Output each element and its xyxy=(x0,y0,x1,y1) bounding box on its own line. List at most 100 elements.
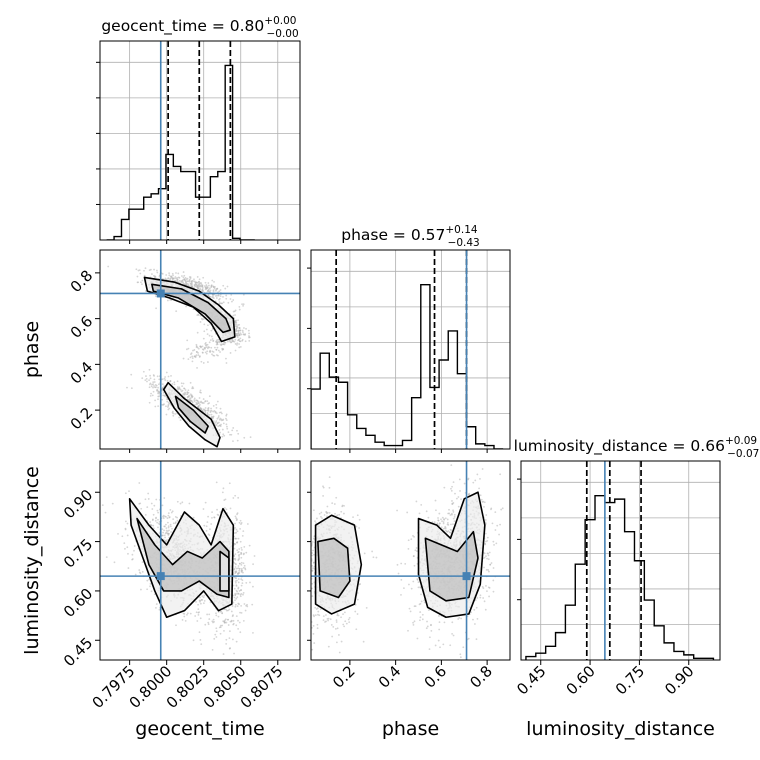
scatter-point xyxy=(338,634,340,636)
scatter-point xyxy=(356,514,359,517)
scatter-point xyxy=(174,280,177,282)
scatter-point xyxy=(204,407,207,409)
scatter-point xyxy=(234,494,237,497)
scatter-point xyxy=(248,332,250,335)
scatter-point xyxy=(236,590,239,593)
scatter-point xyxy=(178,416,181,419)
scatter-point xyxy=(206,347,209,350)
scatter-point xyxy=(336,514,339,517)
scatter-point xyxy=(176,386,179,388)
scatter-point xyxy=(208,284,210,287)
scatter-point xyxy=(196,399,199,402)
scatter-point xyxy=(341,505,344,508)
scatter-point xyxy=(222,653,225,655)
scatter-point xyxy=(191,395,194,398)
scatter-point xyxy=(235,321,238,324)
scatter-point xyxy=(225,621,228,624)
scatter-point xyxy=(196,331,199,334)
scatter-point xyxy=(195,345,198,348)
scatter-point xyxy=(232,623,235,626)
scatter-point xyxy=(240,333,243,336)
scatter-point xyxy=(162,386,164,389)
scatter-point xyxy=(162,531,165,534)
scatter-point xyxy=(207,407,210,409)
scatter-point xyxy=(302,554,304,556)
scatter-point xyxy=(237,627,240,630)
scatter-point xyxy=(217,416,220,419)
scatter-point xyxy=(243,545,246,548)
scatter-point xyxy=(219,289,222,291)
scatter-point xyxy=(144,513,147,516)
scatter-point xyxy=(238,343,240,345)
scatter-point xyxy=(234,599,236,602)
scatter-point xyxy=(149,582,152,585)
scatter-point xyxy=(240,611,243,614)
scatter-point xyxy=(169,298,171,301)
scatter-point xyxy=(146,506,149,509)
scatter-point xyxy=(204,501,207,504)
scatter-point xyxy=(404,562,407,565)
scatter-point xyxy=(414,549,417,552)
scatter-point xyxy=(186,396,189,399)
scatter-point xyxy=(165,413,168,416)
scatter-point xyxy=(210,409,213,412)
scatter-point xyxy=(166,532,169,535)
scatter-point xyxy=(200,643,203,646)
scatter-point xyxy=(308,580,310,582)
scatter-point xyxy=(211,648,214,651)
scatter-point xyxy=(113,561,116,564)
scatter-point xyxy=(193,355,196,358)
scatter-point xyxy=(157,392,159,395)
scatter-point xyxy=(233,532,236,534)
scatter-point xyxy=(327,619,329,622)
scatter-point xyxy=(234,515,237,518)
scatter-point xyxy=(161,378,164,381)
scatter-point xyxy=(421,613,424,616)
scatter-point xyxy=(217,425,220,428)
scatter-point xyxy=(408,583,410,586)
scatter-point xyxy=(199,287,202,290)
scatter-point xyxy=(209,349,212,352)
scatter-point xyxy=(205,346,208,349)
scatter-point xyxy=(235,597,238,600)
scatter-point xyxy=(248,336,251,339)
scatter-point xyxy=(314,614,317,617)
scatter-point xyxy=(233,587,236,590)
scatter-point xyxy=(329,618,332,621)
scatter-point xyxy=(163,534,166,537)
title-lower: −0.07 xyxy=(727,448,759,460)
scatter-point xyxy=(191,386,194,388)
scatter-point xyxy=(179,388,182,391)
scatter-point xyxy=(210,335,213,338)
scatter-point xyxy=(146,380,148,383)
scatter-point xyxy=(153,593,156,596)
scatter-point xyxy=(248,339,251,342)
scatter-point xyxy=(171,410,174,413)
scatter-point xyxy=(242,593,244,596)
scatter-point xyxy=(192,349,194,352)
scatter-point xyxy=(217,615,220,618)
scatter-point xyxy=(212,285,215,288)
scatter-point xyxy=(406,511,409,514)
scatter-point xyxy=(198,402,200,405)
scatter-point xyxy=(183,274,186,277)
scatter-point xyxy=(340,616,342,619)
scatter-point xyxy=(191,355,194,358)
scatter-point xyxy=(213,410,216,412)
scatter-point xyxy=(166,299,169,302)
scatter-point xyxy=(204,411,207,413)
scatter-point xyxy=(184,620,187,622)
scatter-point xyxy=(242,571,244,574)
scatter-point xyxy=(192,639,195,642)
scatter-point xyxy=(239,540,242,543)
scatter-point xyxy=(237,565,240,567)
scatter-point xyxy=(180,390,183,393)
scatter-point xyxy=(243,327,245,329)
scatter-point xyxy=(234,526,237,529)
scatter-point xyxy=(207,294,210,296)
scatter-point xyxy=(164,536,167,539)
scatter-point xyxy=(197,406,200,408)
scatter-point xyxy=(150,502,153,505)
scatter-point xyxy=(222,620,225,623)
scatter-point xyxy=(358,527,360,529)
